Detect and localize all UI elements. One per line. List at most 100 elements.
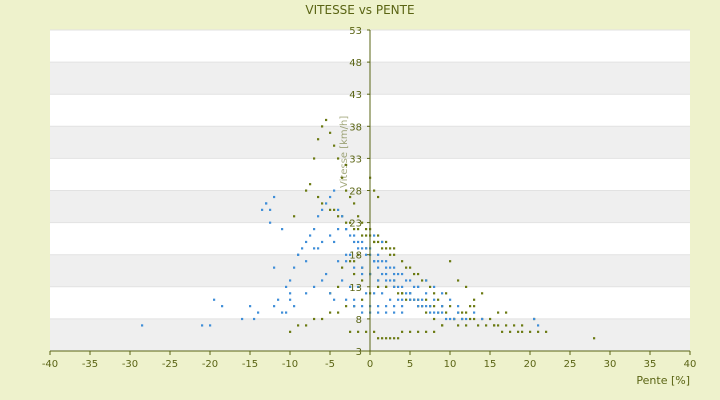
data-point-series-2 [409, 292, 412, 295]
data-point-series-1 [497, 311, 500, 314]
data-point-series-2 [265, 202, 268, 205]
data-point-series-1 [325, 118, 328, 122]
data-point-series-1 [377, 234, 380, 237]
y-tick-label: 28 [349, 187, 362, 198]
data-point-series-1 [477, 324, 480, 327]
data-point-series-1 [345, 305, 348, 308]
y-tick-label: 48 [349, 58, 362, 69]
data-point-series-1 [305, 189, 308, 192]
data-point-series-2 [413, 285, 416, 288]
data-point-series-2 [457, 311, 460, 314]
data-point-series-2 [349, 234, 352, 237]
data-point-series-2 [293, 305, 296, 308]
data-point-series-2 [361, 305, 364, 308]
y-tick-label: 13 [349, 283, 362, 294]
data-point-series-1 [341, 176, 344, 179]
data-point-series-2 [333, 189, 336, 192]
data-point-series-2 [277, 298, 280, 301]
data-point-series-1 [449, 305, 452, 308]
data-point-series-1 [497, 324, 500, 327]
data-point-series-1 [317, 138, 320, 141]
data-point-series-2 [309, 234, 312, 237]
data-point-series-2 [393, 279, 396, 282]
data-point-series-2 [341, 215, 344, 218]
data-point-series-2 [305, 240, 308, 244]
x-tick-label: 0 [367, 359, 373, 370]
data-point-series-1 [489, 317, 492, 321]
data-point-series-2 [141, 324, 144, 327]
data-point-series-2 [249, 305, 252, 308]
data-point-series-2 [425, 292, 428, 295]
data-point-series-2 [269, 221, 272, 224]
data-point-series-2 [449, 298, 452, 301]
data-point-series-2 [333, 240, 336, 244]
data-point-series-1 [389, 337, 392, 340]
x-tick-label: 20 [524, 359, 537, 370]
data-point-series-2 [317, 215, 320, 218]
data-point-series-1 [393, 253, 396, 256]
y-tick-label: 33 [349, 154, 362, 165]
data-point-series-2 [385, 305, 388, 308]
data-point-series-2 [433, 298, 436, 301]
data-point-series-2 [329, 195, 332, 199]
data-point-series-2 [341, 279, 344, 282]
data-point-series-2 [361, 272, 364, 276]
data-point-series-2 [425, 305, 428, 308]
data-point-series-2 [377, 279, 380, 282]
data-point-series-1 [509, 330, 512, 333]
data-point-series-1 [485, 324, 488, 327]
data-point-series-2 [357, 240, 360, 244]
data-point-series-1 [389, 253, 392, 256]
data-point-series-1 [305, 324, 308, 327]
data-point-series-1 [337, 311, 340, 314]
data-point-series-2 [337, 208, 340, 211]
data-point-series-1 [349, 195, 352, 199]
data-point-series-1 [393, 337, 396, 340]
data-point-series-2 [305, 292, 308, 295]
data-point-series-1 [377, 337, 380, 340]
data-point-series-2 [313, 247, 316, 250]
data-point-series-1 [389, 247, 392, 250]
data-point-series-1 [385, 240, 388, 244]
data-point-series-1 [297, 324, 300, 327]
data-point-series-1 [377, 195, 380, 199]
data-point-series-2 [337, 228, 340, 231]
x-tick-label: 25 [564, 359, 577, 370]
x-tick-label: -20 [202, 359, 218, 370]
x-tick-label: -15 [242, 359, 258, 370]
data-point-series-1 [529, 330, 532, 333]
data-point-series-2 [397, 298, 400, 301]
data-point-series-2 [337, 260, 340, 263]
data-point-series-1 [333, 208, 336, 211]
data-point-series-2 [357, 285, 360, 288]
data-point-series-2 [221, 305, 224, 308]
data-point-series-1 [381, 337, 384, 340]
data-point-series-2 [349, 285, 352, 288]
data-point-series-2 [289, 298, 292, 301]
data-point-series-2 [345, 228, 348, 231]
data-point-series-2 [385, 266, 388, 269]
x-tick-label: 10 [444, 359, 457, 370]
data-point-series-2 [473, 311, 476, 314]
data-point-series-2 [285, 285, 288, 288]
data-point-series-1 [373, 189, 376, 192]
data-point-series-1 [289, 330, 292, 333]
data-point-series-2 [393, 266, 396, 269]
y-tick-label: 8 [356, 315, 362, 326]
data-point-series-1 [457, 279, 460, 282]
x-tick-label: -10 [282, 359, 298, 370]
data-point-series-1 [401, 330, 404, 333]
data-point-series-1 [361, 221, 364, 224]
data-point-series-1 [365, 330, 368, 333]
data-point-series-1 [293, 215, 296, 218]
data-point-series-2 [321, 240, 324, 244]
x-tick-label: -35 [82, 359, 98, 370]
data-point-series-2 [385, 279, 388, 282]
data-point-series-1 [465, 285, 468, 288]
data-point-series-1 [469, 317, 472, 321]
data-point-series-2 [393, 272, 396, 276]
data-point-series-2 [293, 266, 296, 269]
data-point-series-2 [393, 285, 396, 288]
data-point-series-1 [409, 330, 412, 333]
